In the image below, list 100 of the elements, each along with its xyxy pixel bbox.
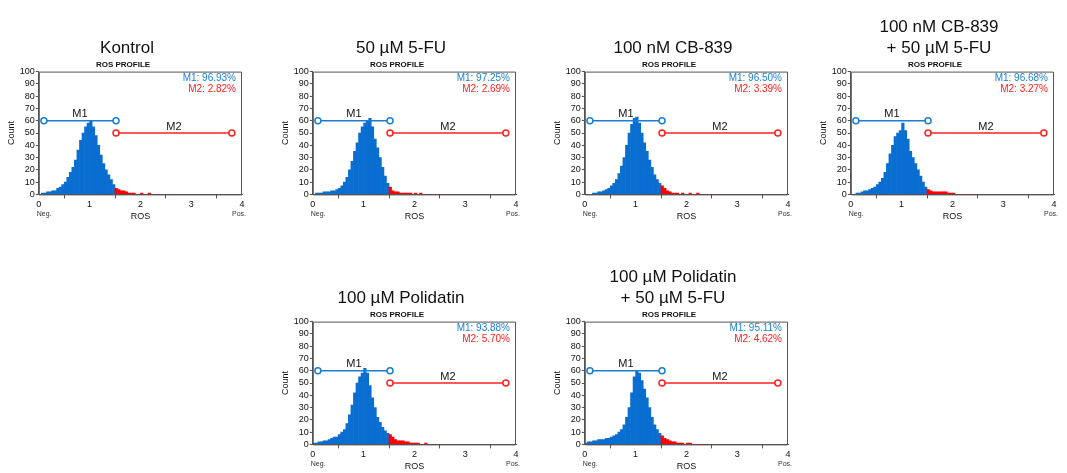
series-label: M1 bbox=[618, 107, 634, 120]
y-axis-title: Count bbox=[279, 120, 290, 146]
y-tick-label: 70 bbox=[298, 102, 309, 113]
series-label: M2 bbox=[712, 119, 728, 132]
series-label: M2 bbox=[712, 369, 728, 382]
y-axis-title: Count bbox=[5, 120, 16, 146]
annotation: M1: 97.25% bbox=[456, 72, 511, 84]
y-tick-label: 10 bbox=[24, 176, 35, 187]
y-tick-label: 40 bbox=[24, 139, 35, 150]
y-tick-label: 60 bbox=[570, 365, 581, 376]
y-tick-label: 30 bbox=[836, 152, 847, 163]
y-tick-label: 60 bbox=[298, 115, 309, 126]
y-axis-title: Count bbox=[551, 120, 562, 146]
x-tick-label: 2 bbox=[683, 449, 689, 460]
y-tick-label: 90 bbox=[298, 328, 309, 339]
y-tick-label: 40 bbox=[570, 139, 581, 150]
annotation: M2: 5.70% bbox=[462, 333, 511, 345]
series-label: M2 bbox=[978, 119, 994, 132]
y-axis-title: Count bbox=[817, 120, 828, 146]
y-tick-label: 0 bbox=[575, 438, 581, 449]
x-tick-label: 4 bbox=[785, 199, 791, 210]
chart-title: 100 nM CB-839 + 50 µM 5-FU bbox=[878, 16, 1000, 59]
x-axis-title: ROS bbox=[404, 461, 425, 472]
chart-title: Kontrol bbox=[99, 37, 155, 59]
x-tick-label: 2 bbox=[683, 199, 689, 210]
y-tick-label: 20 bbox=[570, 414, 581, 425]
y-tick-label: 50 bbox=[298, 377, 309, 388]
y-tick-label: 80 bbox=[836, 90, 847, 101]
y-tick-label: 70 bbox=[24, 102, 35, 113]
x-tick-label: 1 bbox=[633, 449, 639, 460]
y-tick-label: 100 bbox=[831, 66, 847, 77]
y-tick-label: 90 bbox=[570, 328, 581, 339]
x-tick-label: 2 bbox=[949, 199, 955, 210]
y-tick-label: 10 bbox=[298, 176, 309, 187]
chart-subtitle: ROS PROFILE bbox=[641, 60, 697, 69]
y-tick-label: 90 bbox=[570, 78, 581, 89]
y-tick-label: 50 bbox=[836, 127, 847, 138]
series-label: M1 bbox=[884, 107, 900, 120]
y-tick-label: 20 bbox=[570, 164, 581, 175]
y-tick-label: 50 bbox=[570, 127, 581, 138]
x-tick-label: 0 bbox=[582, 199, 588, 210]
annotation: M2: 2.69% bbox=[462, 83, 511, 95]
y-tick-label: 60 bbox=[570, 115, 581, 126]
y-tick-label: 10 bbox=[570, 176, 581, 187]
y-tick-label: 10 bbox=[570, 426, 581, 437]
chart-subtitle: ROS PROFILE bbox=[369, 310, 425, 319]
x-tick-label: 4 bbox=[239, 199, 245, 210]
x-tick-label: 3 bbox=[462, 449, 468, 460]
y-tick-label: 100 bbox=[293, 66, 309, 77]
y-tick-label: 40 bbox=[836, 139, 847, 150]
annotation: M2: 4.62% bbox=[734, 333, 783, 345]
x-tick-label: 4 bbox=[785, 449, 791, 460]
y-tick-label: 80 bbox=[570, 340, 581, 351]
y-tick-label: 30 bbox=[570, 152, 581, 163]
x-tick-label: 1 bbox=[633, 199, 639, 210]
x-axis-title: ROS bbox=[676, 461, 697, 472]
annotation: M1: 96.93% bbox=[182, 72, 237, 84]
y-tick-label: 20 bbox=[298, 164, 309, 175]
y-tick-label: 60 bbox=[298, 365, 309, 376]
y-tick-label: 10 bbox=[298, 426, 309, 437]
series-label: M1 bbox=[618, 357, 634, 370]
chart-title: 100 nM CB-839 bbox=[612, 37, 734, 59]
y-tick-label: 80 bbox=[24, 90, 35, 101]
series-label: M2 bbox=[440, 119, 456, 132]
x-axis-title: ROS bbox=[676, 211, 697, 222]
y-tick-label: 0 bbox=[841, 188, 847, 199]
y-axis-title: Count bbox=[279, 370, 290, 396]
annotation: M1: 93.88% bbox=[456, 322, 511, 334]
chart-subtitle: ROS PROFILE bbox=[907, 60, 963, 69]
x-axis-title: ROS bbox=[942, 211, 963, 222]
annotation: M2: 2.82% bbox=[188, 83, 237, 95]
y-tick-label: 70 bbox=[570, 102, 581, 113]
x-tick-label: 1 bbox=[361, 449, 367, 460]
y-tick-label: 50 bbox=[570, 377, 581, 388]
x-tick-label: 3 bbox=[462, 199, 468, 210]
x-tick-label: 2 bbox=[137, 199, 143, 210]
x-axis-title: ROS bbox=[404, 211, 425, 222]
series-label: M2 bbox=[166, 119, 182, 132]
y-tick-label: 100 bbox=[565, 66, 581, 77]
x-tick-label: 0 bbox=[36, 199, 42, 210]
series-label: M1 bbox=[72, 107, 88, 120]
annotation: M1: 95.11% bbox=[729, 322, 783, 334]
x-tick-label: 4 bbox=[1051, 199, 1057, 210]
annotation: M1: 96.68% bbox=[994, 72, 1049, 84]
y-tick-label: 40 bbox=[298, 139, 309, 150]
y-tick-label: 10 bbox=[836, 176, 847, 187]
series-label: M2 bbox=[440, 369, 456, 382]
chart-subtitle: ROS PROFILE bbox=[95, 60, 151, 69]
chart-title: 100 µM Polidatin + 50 µM 5-FU bbox=[608, 266, 738, 309]
series-label: M1 bbox=[346, 107, 362, 120]
y-tick-label: 50 bbox=[24, 127, 35, 138]
y-tick-label: 80 bbox=[570, 90, 581, 101]
y-tick-label: 70 bbox=[570, 352, 581, 363]
x-tick-label: 0 bbox=[310, 449, 316, 460]
chart-subtitle: ROS PROFILE bbox=[641, 310, 697, 319]
series-label: M1 bbox=[346, 357, 362, 370]
y-tick-label: 30 bbox=[298, 152, 309, 163]
x-axis-title: ROS bbox=[130, 211, 151, 222]
y-tick-label: 90 bbox=[298, 78, 309, 89]
chart-title: 100 µM Polidatin bbox=[336, 287, 466, 309]
